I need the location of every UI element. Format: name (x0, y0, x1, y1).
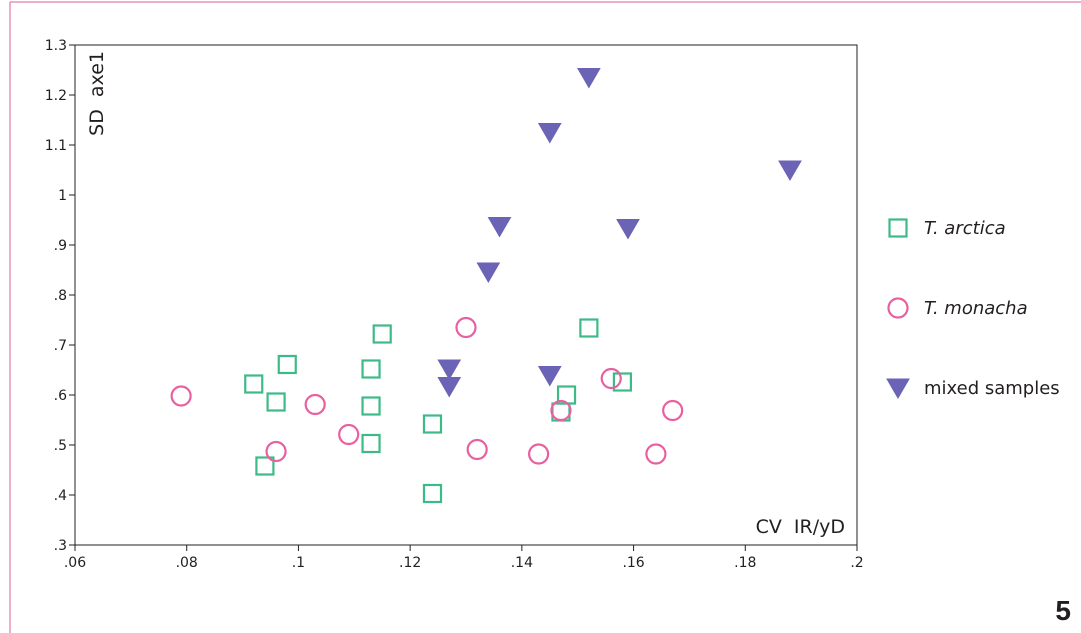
t-arctica-point (266, 392, 286, 412)
legend-t-arctica-label: T. arctica (924, 218, 1006, 239)
x-tick-label: .16 (622, 555, 644, 571)
t-arctica-point (612, 372, 633, 392)
y-tick-label: .9 (54, 238, 67, 254)
y-tick-label: .4 (54, 488, 67, 504)
legend-mixed-samples-marker (886, 378, 910, 399)
t-monacha-point (528, 443, 550, 465)
t-monacha-point (304, 393, 326, 416)
t-arctica-point (277, 354, 297, 375)
t-monacha-point (645, 443, 667, 465)
mixed-samples-point (537, 123, 562, 144)
x-tick-label: .1 (292, 555, 305, 571)
y-tick-label: .7 (54, 338, 67, 354)
t-monacha-point (600, 367, 622, 390)
mixed-samples-point (476, 262, 501, 283)
mixed-samples-point (616, 219, 640, 240)
t-arctica-point (422, 414, 443, 434)
scatter-chart: .06 .08 .1 .12 .14 .16 .18 .2 .3 .4 .5 .6 .7 .8 .9 1 1.1… (45, 38, 864, 571)
plot-area-border (74, 44, 858, 546)
y-tick-label: .3 (54, 538, 67, 554)
t-monacha-point (455, 316, 477, 339)
y-tick-label: 1.2 (45, 88, 67, 104)
t-monacha-point (550, 399, 572, 422)
t-monacha-point (265, 440, 287, 463)
t-monacha-point (170, 385, 192, 407)
y-tick-label: .6 (54, 388, 67, 404)
x-tick-label: .18 (734, 555, 756, 571)
x-tick-label: .08 (176, 555, 198, 571)
x-tick-label: .14 (511, 555, 533, 571)
legend-t-monacha-label: T. monacha (924, 298, 1028, 319)
t-arctica-point (255, 456, 275, 476)
t-arctica-point (361, 359, 381, 379)
t-monacha-point (662, 399, 684, 422)
x-axis-title: CV IR/yD (756, 516, 845, 538)
y-tick-label: .8 (54, 288, 67, 304)
t-arctica-point (361, 396, 381, 416)
t-monacha-point (338, 423, 360, 446)
legend-t-monacha-marker (887, 297, 909, 319)
t-arctica-point (244, 374, 264, 394)
x-tick-label: .2 (850, 555, 863, 571)
y-tick-label: .5 (54, 438, 67, 454)
panel-number: 5 (1055, 595, 1071, 626)
y-tick-label: 1 (58, 188, 67, 204)
mixed-samples-point (437, 359, 462, 380)
legend-t-arctica-marker (888, 218, 908, 238)
mixed-samples-point (437, 377, 462, 398)
mixed-samples-point (577, 68, 601, 89)
x-tick-label: .06 (64, 555, 86, 571)
y-tick-label: 1.1 (45, 138, 67, 154)
legend-mixed-samples-label: mixed samples (924, 378, 1060, 399)
y-tick-label: 1.3 (45, 38, 67, 54)
chart-legend: T. arctica T. monacha mixed samples (886, 218, 1060, 399)
mixed-samples-point (537, 366, 562, 387)
t-arctica-point (361, 433, 381, 454)
t-arctica-point (579, 318, 599, 338)
x-tick-label: .12 (399, 555, 421, 571)
mixed-samples-point (487, 217, 512, 238)
t-monacha-point (466, 438, 488, 461)
t-arctica-point (372, 324, 392, 344)
t-arctica-point (422, 483, 443, 504)
mixed-samples-point (778, 160, 802, 181)
y-axis-title: SD axe1 (86, 51, 108, 136)
